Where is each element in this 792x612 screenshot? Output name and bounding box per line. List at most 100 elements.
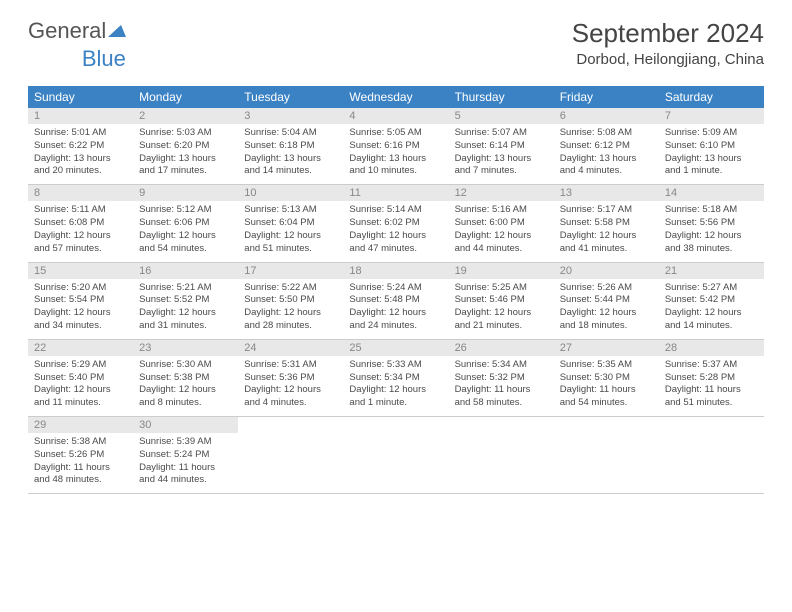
daylight-line: Daylight: 12 hours and 38 minutes. <box>665 230 758 256</box>
sunrise-line: Sunrise: 5:27 AM <box>665 282 758 295</box>
sunrise-line: Sunrise: 5:16 AM <box>455 204 548 217</box>
sunrise-line: Sunrise: 5:20 AM <box>34 282 127 295</box>
day-details: Sunrise: 5:03 AMSunset: 6:20 PMDaylight:… <box>133 124 238 184</box>
calendar-day-cell: 8Sunrise: 5:11 AMSunset: 6:08 PMDaylight… <box>28 185 133 262</box>
daylight-line: Daylight: 13 hours and 7 minutes. <box>455 153 548 179</box>
day-number: 16 <box>133 263 238 279</box>
calendar-day-cell: 15Sunrise: 5:20 AMSunset: 5:54 PMDayligh… <box>28 262 133 339</box>
sunset-line: Sunset: 6:04 PM <box>244 217 337 230</box>
sunrise-line: Sunrise: 5:31 AM <box>244 359 337 372</box>
sunset-line: Sunset: 5:24 PM <box>139 449 232 462</box>
title-block: September 2024 Dorbod, Heilongjiang, Chi… <box>572 18 764 68</box>
daylight-line: Daylight: 12 hours and 51 minutes. <box>244 230 337 256</box>
day-number: 18 <box>343 263 448 279</box>
calendar-day-cell: 25Sunrise: 5:33 AMSunset: 5:34 PMDayligh… <box>343 339 448 416</box>
calendar-day-cell: 23Sunrise: 5:30 AMSunset: 5:38 PMDayligh… <box>133 339 238 416</box>
sunset-line: Sunset: 5:40 PM <box>34 372 127 385</box>
sunrise-line: Sunrise: 5:05 AM <box>349 127 442 140</box>
sunrise-line: Sunrise: 5:03 AM <box>139 127 232 140</box>
day-details: Sunrise: 5:14 AMSunset: 6:02 PMDaylight:… <box>343 201 448 261</box>
daylight-line: Daylight: 12 hours and 44 minutes. <box>455 230 548 256</box>
daylight-line: Daylight: 12 hours and 41 minutes. <box>560 230 653 256</box>
day-number: 2 <box>133 108 238 124</box>
logo-mark-icon <box>108 18 126 44</box>
day-number: 13 <box>554 185 659 201</box>
day-number: 9 <box>133 185 238 201</box>
day-number: 10 <box>238 185 343 201</box>
day-number: 30 <box>133 417 238 433</box>
weekday-header: Tuesday <box>238 86 343 108</box>
daylight-line: Daylight: 13 hours and 14 minutes. <box>244 153 337 179</box>
daylight-line: Daylight: 12 hours and 57 minutes. <box>34 230 127 256</box>
day-number: 27 <box>554 340 659 356</box>
daylight-line: Daylight: 11 hours and 48 minutes. <box>34 462 127 488</box>
sunset-line: Sunset: 5:56 PM <box>665 217 758 230</box>
sunrise-line: Sunrise: 5:30 AM <box>139 359 232 372</box>
sunrise-line: Sunrise: 5:14 AM <box>349 204 442 217</box>
sunrise-line: Sunrise: 5:11 AM <box>34 204 127 217</box>
day-details: Sunrise: 5:07 AMSunset: 6:14 PMDaylight:… <box>449 124 554 184</box>
day-details: Sunrise: 5:17 AMSunset: 5:58 PMDaylight:… <box>554 201 659 261</box>
calendar-day-cell: 26Sunrise: 5:34 AMSunset: 5:32 PMDayligh… <box>449 339 554 416</box>
sunset-line: Sunset: 6:20 PM <box>139 140 232 153</box>
day-details: Sunrise: 5:21 AMSunset: 5:52 PMDaylight:… <box>133 279 238 339</box>
sunset-line: Sunset: 5:30 PM <box>560 372 653 385</box>
daylight-line: Daylight: 12 hours and 11 minutes. <box>34 384 127 410</box>
day-details: Sunrise: 5:30 AMSunset: 5:38 PMDaylight:… <box>133 356 238 416</box>
day-details: Sunrise: 5:37 AMSunset: 5:28 PMDaylight:… <box>659 356 764 416</box>
sunset-line: Sunset: 5:28 PM <box>665 372 758 385</box>
calendar-day-cell <box>238 417 343 494</box>
calendar-week-row: 15Sunrise: 5:20 AMSunset: 5:54 PMDayligh… <box>28 262 764 339</box>
calendar-day-cell: 5Sunrise: 5:07 AMSunset: 6:14 PMDaylight… <box>449 108 554 185</box>
sunset-line: Sunset: 6:00 PM <box>455 217 548 230</box>
calendar-day-cell: 16Sunrise: 5:21 AMSunset: 5:52 PMDayligh… <box>133 262 238 339</box>
daylight-line: Daylight: 12 hours and 4 minutes. <box>244 384 337 410</box>
daylight-line: Daylight: 13 hours and 17 minutes. <box>139 153 232 179</box>
calendar-table: Sunday Monday Tuesday Wednesday Thursday… <box>28 86 764 494</box>
day-number: 24 <box>238 340 343 356</box>
calendar-day-cell <box>659 417 764 494</box>
weekday-header: Monday <box>133 86 238 108</box>
day-number: 11 <box>343 185 448 201</box>
calendar-day-cell: 6Sunrise: 5:08 AMSunset: 6:12 PMDaylight… <box>554 108 659 185</box>
calendar-day-cell <box>449 417 554 494</box>
day-number: 7 <box>659 108 764 124</box>
day-number: 4 <box>343 108 448 124</box>
sunset-line: Sunset: 6:12 PM <box>560 140 653 153</box>
daylight-line: Daylight: 12 hours and 31 minutes. <box>139 307 232 333</box>
day-details: Sunrise: 5:35 AMSunset: 5:30 PMDaylight:… <box>554 356 659 416</box>
calendar-day-cell: 29Sunrise: 5:38 AMSunset: 5:26 PMDayligh… <box>28 417 133 494</box>
day-number: 5 <box>449 108 554 124</box>
sunrise-line: Sunrise: 5:01 AM <box>34 127 127 140</box>
day-number: 12 <box>449 185 554 201</box>
calendar-day-cell: 2Sunrise: 5:03 AMSunset: 6:20 PMDaylight… <box>133 108 238 185</box>
sunrise-line: Sunrise: 5:07 AM <box>455 127 548 140</box>
calendar-day-cell: 27Sunrise: 5:35 AMSunset: 5:30 PMDayligh… <box>554 339 659 416</box>
day-details: Sunrise: 5:20 AMSunset: 5:54 PMDaylight:… <box>28 279 133 339</box>
sunrise-line: Sunrise: 5:08 AM <box>560 127 653 140</box>
day-details: Sunrise: 5:26 AMSunset: 5:44 PMDaylight:… <box>554 279 659 339</box>
sunrise-line: Sunrise: 5:21 AM <box>139 282 232 295</box>
daylight-line: Daylight: 12 hours and 24 minutes. <box>349 307 442 333</box>
calendar-day-cell: 19Sunrise: 5:25 AMSunset: 5:46 PMDayligh… <box>449 262 554 339</box>
sunset-line: Sunset: 5:44 PM <box>560 294 653 307</box>
daylight-line: Daylight: 12 hours and 18 minutes. <box>560 307 653 333</box>
sunrise-line: Sunrise: 5:13 AM <box>244 204 337 217</box>
calendar-day-cell: 11Sunrise: 5:14 AMSunset: 6:02 PMDayligh… <box>343 185 448 262</box>
calendar-day-cell: 1Sunrise: 5:01 AMSunset: 6:22 PMDaylight… <box>28 108 133 185</box>
calendar-day-cell: 9Sunrise: 5:12 AMSunset: 6:06 PMDaylight… <box>133 185 238 262</box>
sunset-line: Sunset: 5:58 PM <box>560 217 653 230</box>
daylight-line: Daylight: 12 hours and 1 minute. <box>349 384 442 410</box>
daylight-line: Daylight: 12 hours and 28 minutes. <box>244 307 337 333</box>
day-number: 8 <box>28 185 133 201</box>
day-details: Sunrise: 5:38 AMSunset: 5:26 PMDaylight:… <box>28 433 133 493</box>
daylight-line: Daylight: 11 hours and 54 minutes. <box>560 384 653 410</box>
sunrise-line: Sunrise: 5:17 AM <box>560 204 653 217</box>
daylight-line: Daylight: 13 hours and 20 minutes. <box>34 153 127 179</box>
daylight-line: Daylight: 13 hours and 10 minutes. <box>349 153 442 179</box>
sunset-line: Sunset: 5:34 PM <box>349 372 442 385</box>
day-number: 14 <box>659 185 764 201</box>
sunrise-line: Sunrise: 5:26 AM <box>560 282 653 295</box>
calendar-day-cell: 21Sunrise: 5:27 AMSunset: 5:42 PMDayligh… <box>659 262 764 339</box>
location: Dorbod, Heilongjiang, China <box>572 51 764 68</box>
